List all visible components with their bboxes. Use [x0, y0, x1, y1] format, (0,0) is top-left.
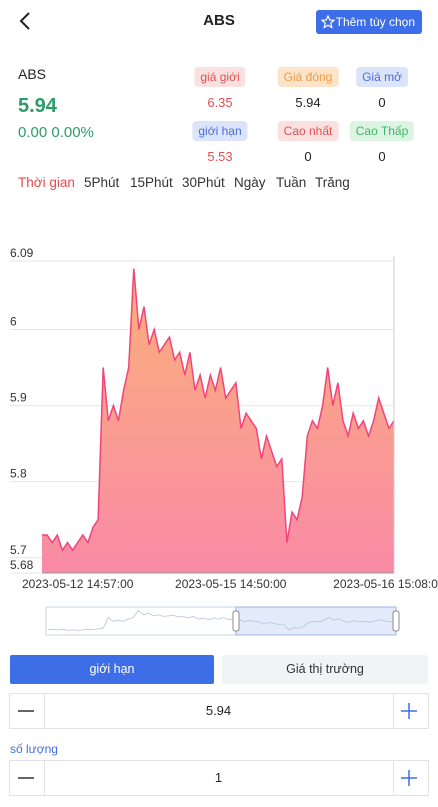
quantity-decrease[interactable] [17, 769, 35, 787]
quantity-value: 1 [214, 770, 223, 785]
period-tab[interactable]: Trăng [315, 175, 350, 190]
price-area [42, 268, 394, 573]
stat-label: giá giới [194, 67, 246, 87]
x-tick-label: 2023-05-16 15:08:00 [333, 577, 438, 591]
period-tab[interactable]: 30Phút [182, 175, 225, 190]
stat-label: Giá đóng [277, 67, 339, 87]
period-tab[interactable]: 5Phút [84, 175, 120, 190]
page-title: ABS [203, 12, 235, 29]
add-watchlist-label: Thêm tùy chọn [335, 15, 415, 29]
navigator-selection[interactable] [235, 606, 397, 636]
price-decrease[interactable] [17, 702, 35, 720]
stat-value: 6.35 [207, 95, 233, 110]
period-tab[interactable]: Ngày [234, 175, 266, 190]
y-tick-label: 6 [10, 314, 17, 328]
star-icon [321, 15, 335, 29]
price: 5.94 [18, 95, 57, 117]
y-tick-label: 5.8 [10, 467, 27, 481]
price-input[interactable] [9, 693, 429, 729]
stat-value: 0 [378, 95, 386, 110]
y-tick-label: 5.68 [10, 558, 34, 572]
price-value: 5.94 [205, 703, 232, 718]
add-watchlist-button[interactable]: Thêm tùy chọn [316, 10, 422, 34]
x-tick-label: 2023-05-12 14:57:00 [22, 577, 134, 591]
stat-label: Cao nhất [277, 121, 339, 141]
y-tick-label: 5.9 [10, 391, 27, 405]
stat-value: 5.94 [295, 95, 321, 110]
price-increase[interactable] [400, 702, 418, 720]
y-tick-label: 6.09 [10, 246, 34, 260]
divider [44, 760, 45, 796]
divider [393, 693, 394, 729]
quantity-increase[interactable] [400, 769, 418, 787]
x-tick-label: 2023-05-15 14:50:00 [175, 577, 287, 591]
navigator-line [48, 609, 395, 631]
stat-label: giới hạn [192, 121, 248, 141]
period-tab[interactable]: 15Phút [130, 175, 173, 190]
stat-label: Cao Thấp [349, 121, 415, 141]
period-tab[interactable]: Thời gian [18, 175, 75, 190]
divider [44, 693, 45, 729]
order-tab-limit[interactable]: giới hạn [10, 655, 214, 684]
price-chart: 5.685.7 5.8 5.9 6 6.09 2023-05-12 14:57:00 202… [10, 246, 438, 636]
navigator-handle[interactable] [392, 610, 400, 632]
stat-value: 5.53 [207, 149, 233, 164]
symbol: ABS [18, 66, 47, 82]
stat-value: 0 [304, 149, 312, 164]
navigator-handle[interactable] [232, 610, 240, 632]
order-tab-market[interactable]: Giá thị trường [222, 655, 428, 684]
stat-label: Giá mở [356, 67, 408, 87]
price-line [42, 268, 395, 552]
divider [393, 760, 394, 796]
quantity-input[interactable] [9, 760, 429, 796]
y-tick-label: 5.7 [10, 543, 27, 557]
period-tab[interactable]: Tuần [276, 175, 307, 190]
stat-value: 0 [378, 149, 386, 164]
change: 0.00 0.00% [18, 124, 94, 141]
back-button[interactable] [14, 10, 36, 32]
quantity-label: số lượng [10, 742, 58, 756]
